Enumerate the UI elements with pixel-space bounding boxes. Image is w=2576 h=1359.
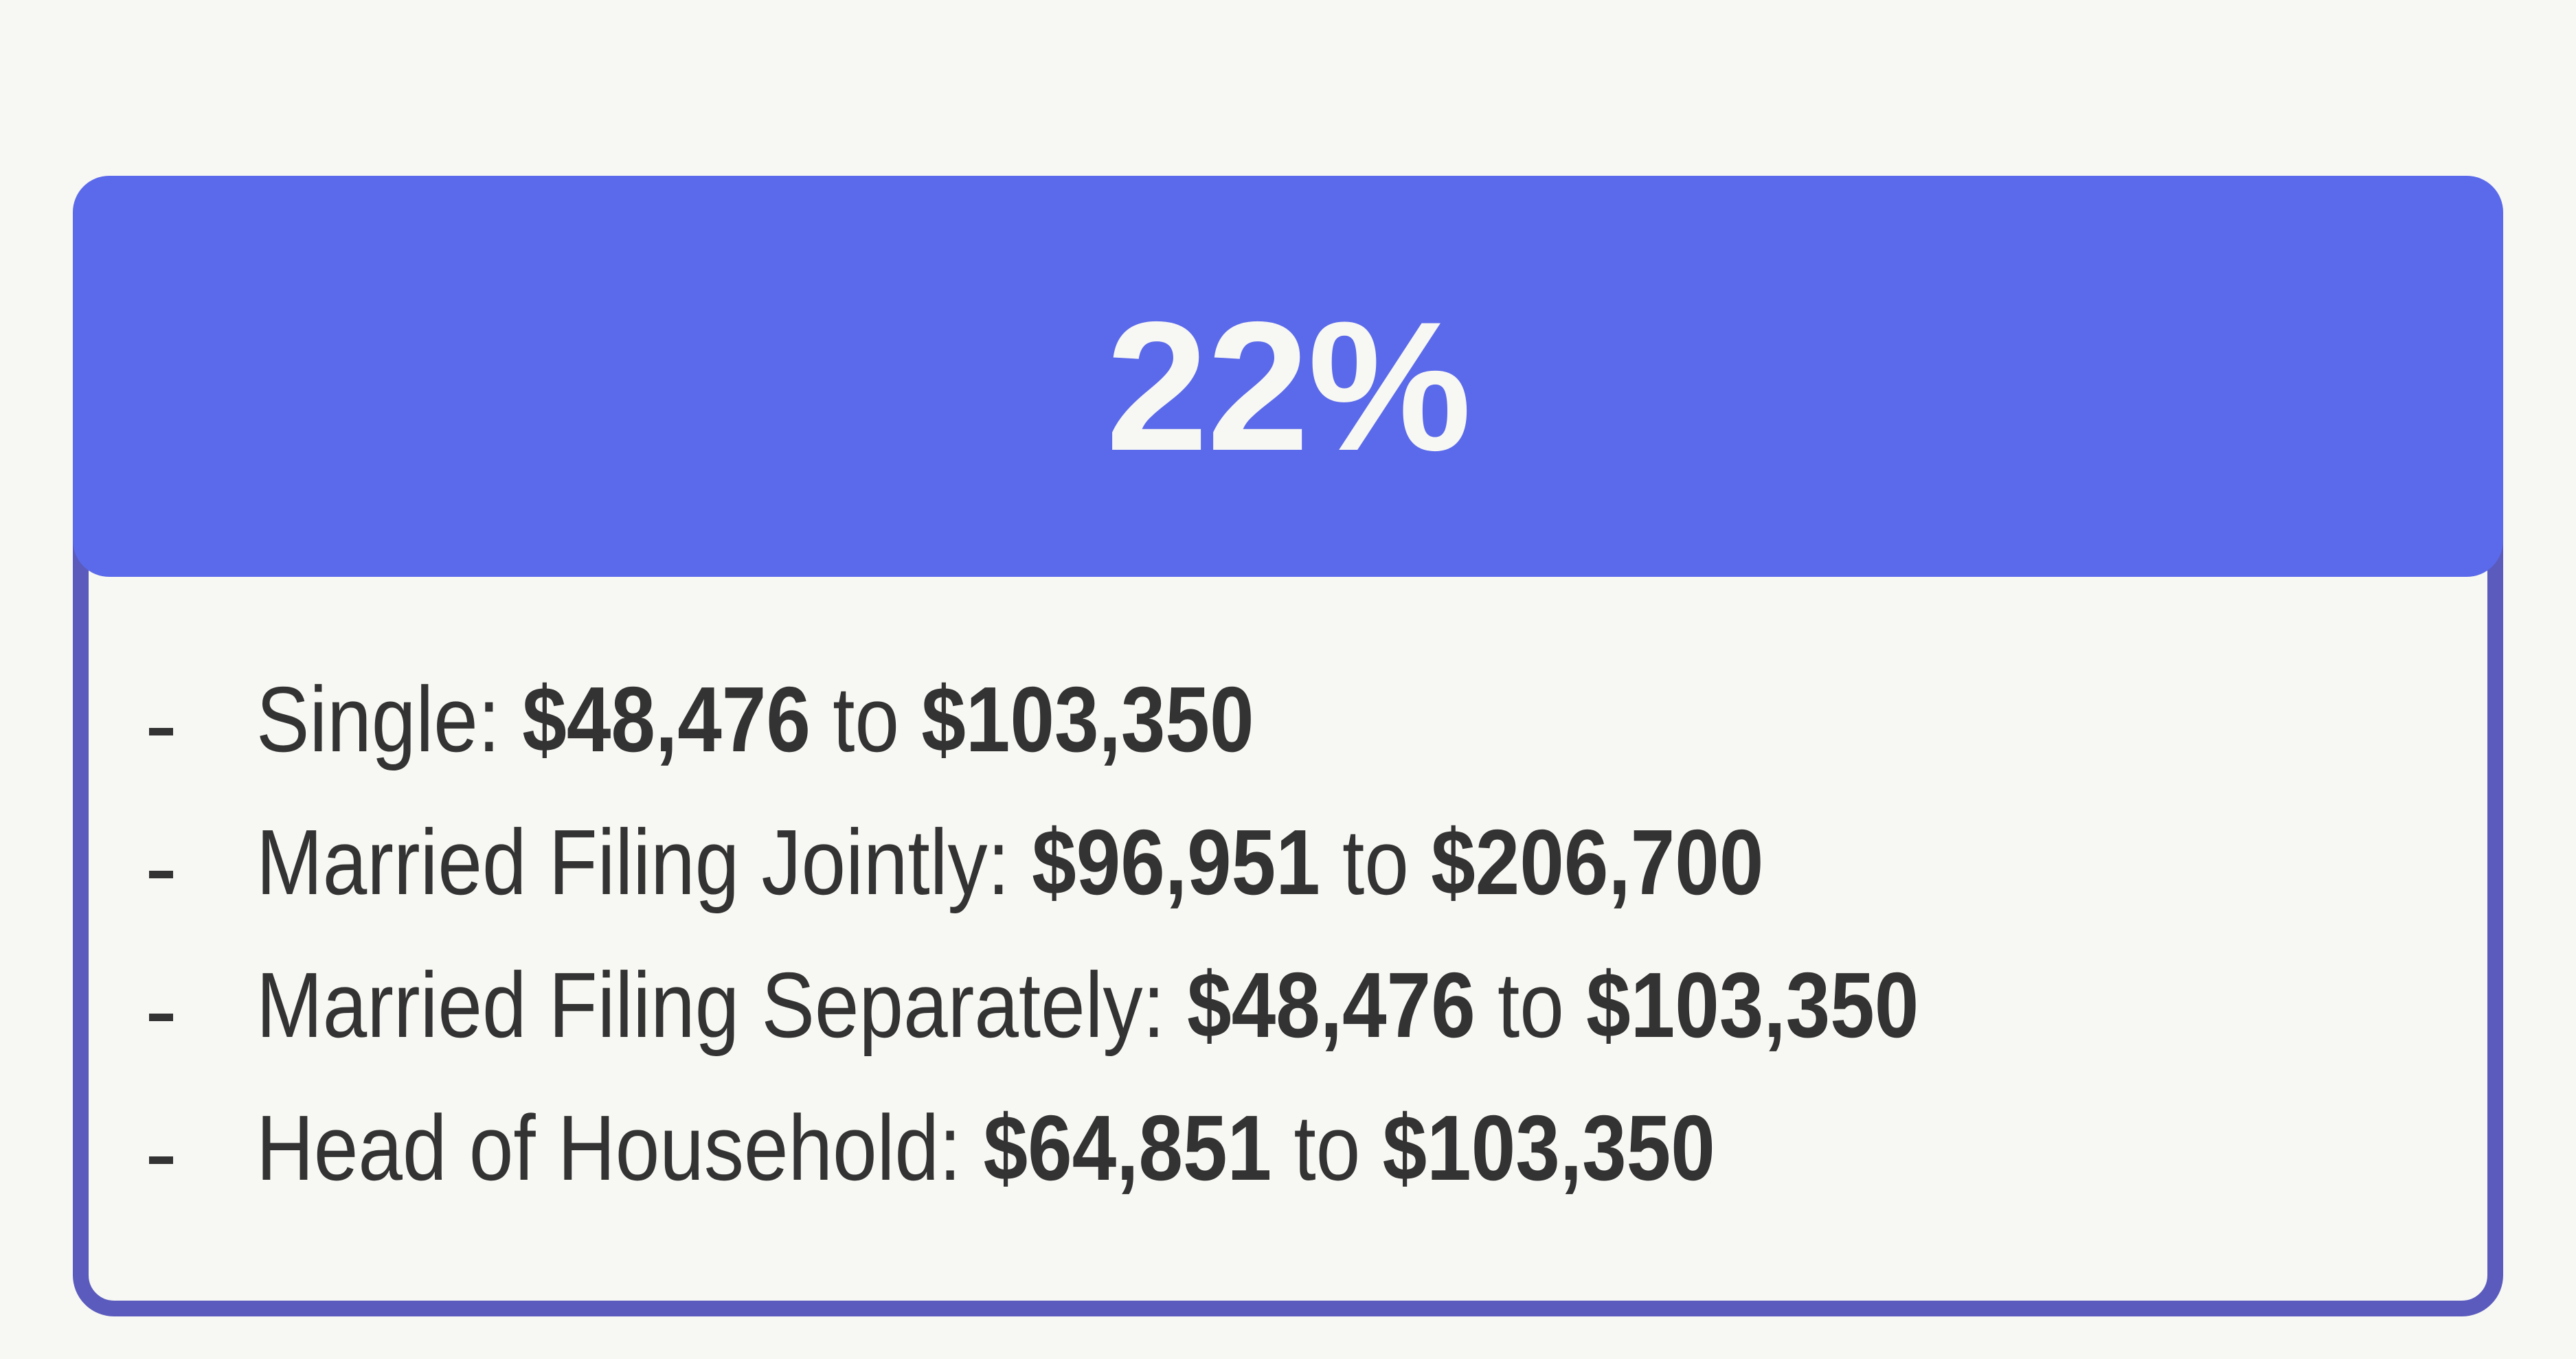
filing-status-label: Married Filing Jointly: [256, 810, 1010, 914]
range-connector: to [833, 667, 900, 771]
bracket-text: Married Filing Jointly: $96,951 to $206,… [256, 816, 1763, 909]
tax-rate-title: 22% [1105, 283, 1471, 489]
income-to: $103,350 [921, 667, 1254, 771]
range-connector: to [1342, 810, 1409, 914]
range-connector: to [1498, 953, 1564, 1057]
income-from: $48,476 [522, 667, 811, 771]
bullet-dash-icon [149, 1156, 173, 1164]
income-from: $96,951 [1032, 810, 1320, 914]
card-header: 22% [73, 176, 2503, 577]
bracket-text: Married Filing Separately: $48,476 to $1… [256, 959, 1919, 1051]
bullet-dash-icon [149, 728, 173, 735]
filing-status-label: Head of Household: [256, 1096, 962, 1200]
income-to: $103,350 [1586, 953, 1919, 1057]
income-to: $206,700 [1431, 810, 1764, 914]
bracket-text: Single: $48,476 to $103,350 [256, 673, 1254, 766]
income-from: $64,851 [983, 1096, 1272, 1200]
bracket-text: Head of Household: $64,851 to $103,350 [256, 1101, 1715, 1194]
range-connector: to [1293, 1096, 1361, 1200]
bullet-dash-icon [149, 1014, 173, 1021]
filing-status-label: Married Filing Separately: [256, 953, 1165, 1057]
bullet-dash-icon [149, 871, 173, 878]
income-to: $103,350 [1382, 1096, 1715, 1200]
filing-status-label: Single: [256, 667, 500, 771]
income-from: $48,476 [1187, 953, 1476, 1057]
